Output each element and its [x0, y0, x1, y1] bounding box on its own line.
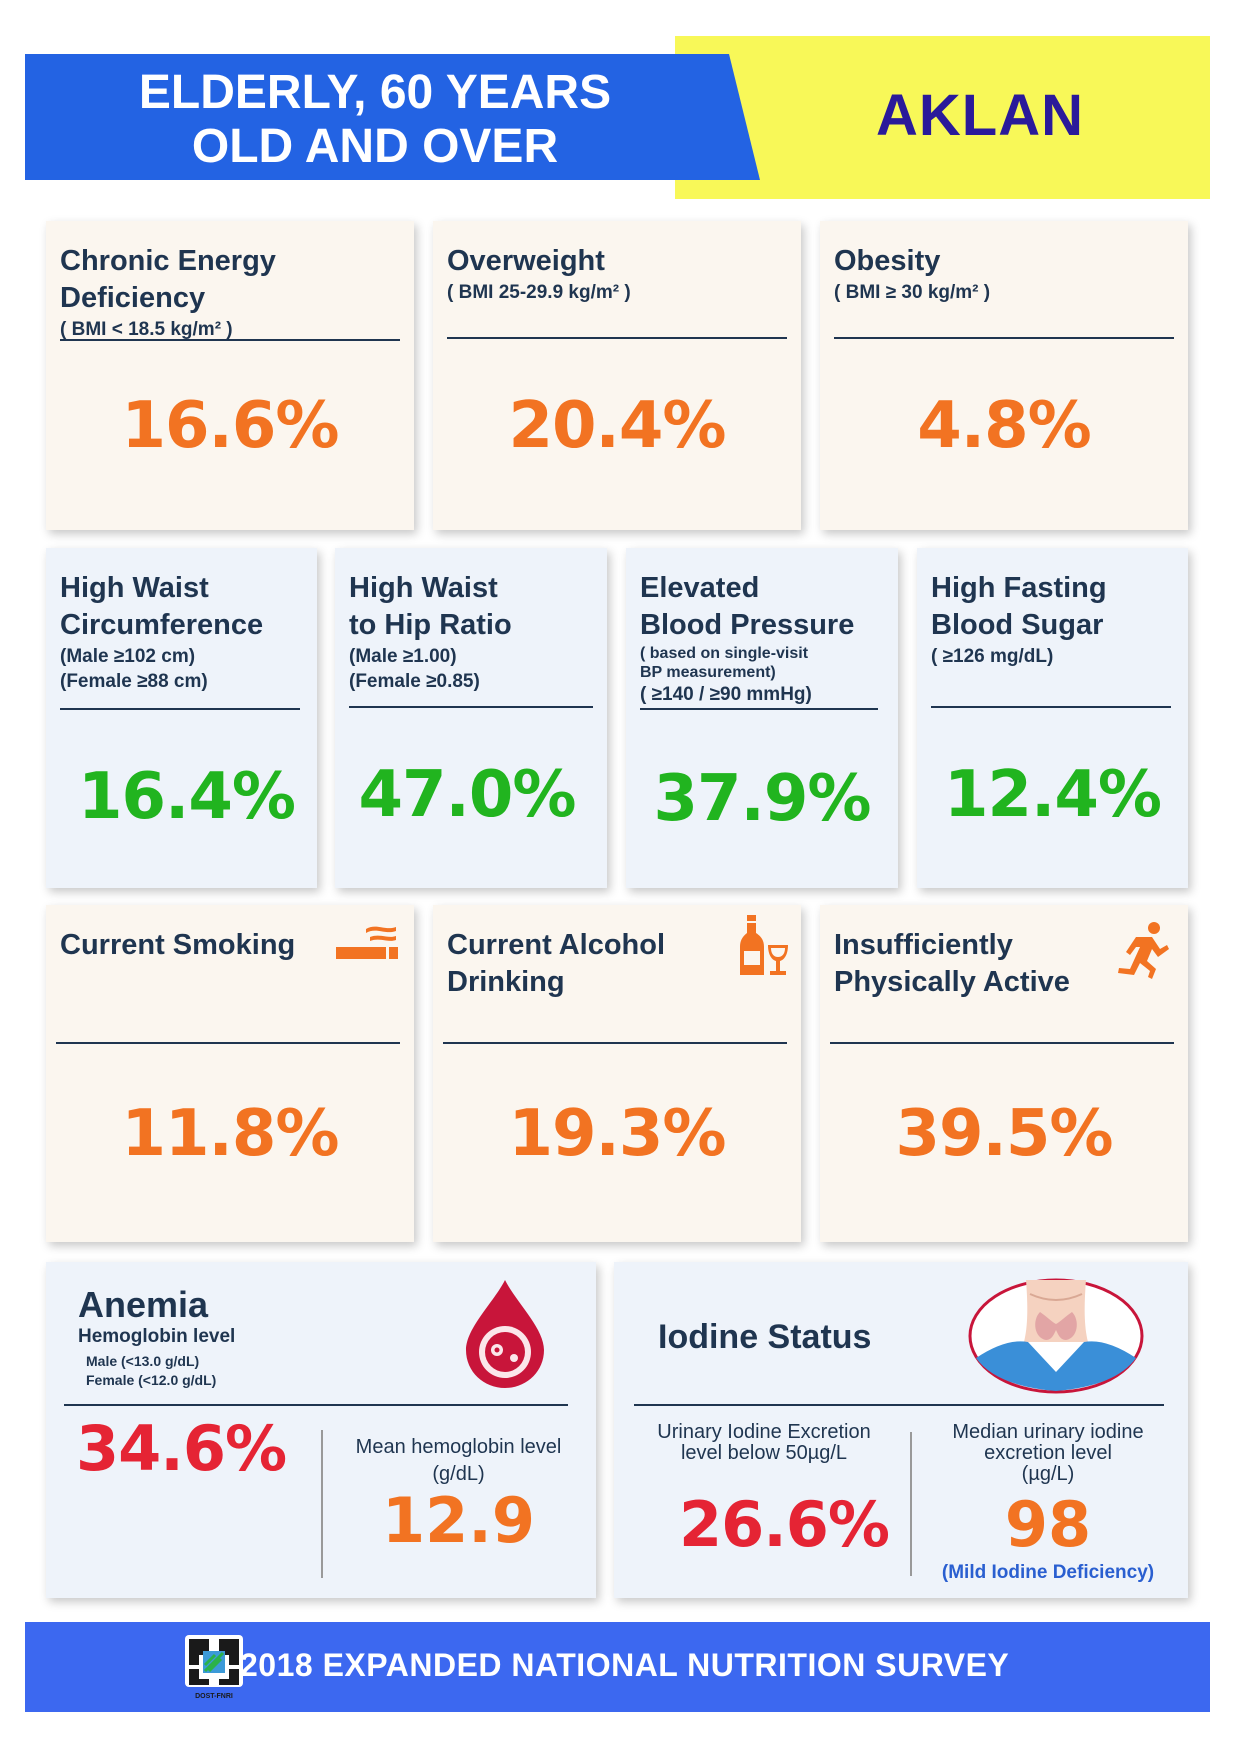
divider	[56, 1042, 400, 1044]
stat-value: 11.8%	[121, 1097, 339, 1171]
divider	[60, 708, 300, 710]
iodine-title: Iodine Status	[658, 1318, 872, 1356]
card-chronic-energy-deficiency: Chronic Energy Deficiency ( BMI < 18.5 k…	[46, 221, 414, 530]
card-subtitle: ( BMI < 18.5 kg/m² )	[60, 319, 233, 340]
median-uie-value: 98	[1004, 1488, 1092, 1561]
footer-title: 2018 EXPANDED NATIONAL NUTRITION SURVEY	[240, 1647, 1010, 1683]
card-title: Current Alcohol Drinking	[447, 929, 666, 998]
stat-value: 16.4%	[77, 760, 296, 834]
page-title: ELDERLY, 60 YEARS OLD AND OVER	[138, 66, 612, 173]
divider	[834, 337, 1174, 339]
card-overweight: Overweight ( BMI 25-29.9 kg/m² ) 20.4%	[433, 221, 801, 530]
stat-value: 4.8%	[917, 389, 1092, 463]
card-subtitle: ( based on single-visit	[640, 645, 809, 662]
header-yellow-banner	[675, 36, 1210, 199]
thyroid-icon	[968, 1278, 1144, 1394]
divider	[349, 706, 593, 708]
mean-hemoglobin-value: 12.9	[382, 1484, 535, 1557]
anemia-title: Anemia	[78, 1284, 209, 1325]
card-elevated-blood-pressure: Elevated Blood Pressure ( based on singl…	[626, 548, 898, 888]
stat-value: 20.4%	[508, 389, 726, 463]
card-title: High Fasting Blood Sugar ( ≥126 mg/dL)	[931, 572, 1107, 667]
card-high-fasting-blood-sugar: High Fasting Blood Sugar ( ≥126 mg/dL) 1…	[917, 548, 1188, 888]
anemia-prevalence: 34.6%	[76, 1412, 287, 1485]
cigarette-icon	[336, 926, 398, 959]
median-uie-label: Median urinary iodine excretion level (µ…	[952, 1421, 1144, 1485]
divider	[931, 706, 1171, 708]
card-current-smoking: Current Smoking 11.8%	[46, 905, 414, 1242]
stat-value: 37.9%	[653, 762, 871, 836]
running-person-icon	[1118, 922, 1169, 979]
card-high-waist-to-hip-ratio: High Waist to Hip Ratio (Male ≥1.00) (Fe…	[335, 548, 607, 888]
card-subtitle: BP measurement)	[640, 664, 776, 681]
card-obesity: Obesity ( BMI ≥ 30 kg/m² ) 4.8%	[820, 221, 1188, 530]
alcohol-icon	[740, 915, 788, 975]
mean-hemoglobin-label: Mean hemoglobin level (g/dL)	[355, 1436, 562, 1485]
divider	[447, 337, 787, 339]
card-subtitle: (Male ≥102 cm)	[60, 646, 196, 667]
vertical-divider	[910, 1432, 912, 1576]
divider	[634, 1404, 1164, 1406]
divider	[64, 1404, 568, 1406]
card-subtitle: (Female ≥88 cm)	[60, 671, 208, 692]
vertical-divider	[321, 1430, 323, 1578]
card-anemia: Anemia Hemoglobin level Male (<13.0 g/dL…	[46, 1262, 596, 1598]
card-title: Elevated Blood Pressure ( based on singl…	[640, 572, 855, 705]
card-subtitle: (Male ≥1.00)	[349, 646, 457, 667]
blood-drop-icon	[466, 1280, 544, 1388]
divider	[443, 1042, 787, 1044]
stat-value: 47.0%	[358, 758, 576, 832]
card-subtitle: ( BMI ≥ 30 kg/m² )	[834, 282, 991, 303]
card-title: Insufficiently Physically Active	[834, 929, 1070, 998]
stat-value: 39.5%	[895, 1097, 1113, 1171]
card-title: Current Smoking	[60, 929, 296, 961]
stat-value: 19.3%	[508, 1097, 726, 1171]
card-current-alcohol-drinking: Current Alcohol Drinking 19.3%	[433, 905, 801, 1242]
footer-banner: DOST-FNRI 2018 EXPANDED NATIONAL NUTRITI…	[25, 1622, 1210, 1712]
header-blue-banner	[25, 54, 760, 180]
card-title: Obesity ( BMI ≥ 30 kg/m² )	[834, 245, 991, 303]
card-title: Overweight ( BMI 25-29.9 kg/m² )	[447, 245, 631, 303]
uie-value: 26.6%	[678, 1488, 890, 1561]
card-subtitle: (Female ≥0.85)	[349, 671, 480, 692]
card-title: High Waist to Hip Ratio (Male ≥1.00) (Fe…	[349, 572, 512, 692]
card-iodine-status: Iodine Status Urinary Iodine Excretion l…	[614, 1262, 1188, 1598]
median-uie-note: (Mild Iodine Deficiency)	[941, 1562, 1155, 1583]
divider	[830, 1042, 1174, 1044]
divider	[60, 339, 400, 341]
stat-value: 12.4%	[943, 758, 1162, 832]
divider	[640, 708, 878, 710]
svg-text:DOST-FNRI: DOST-FNRI	[195, 1693, 233, 1700]
uie-label: Urinary Iodine Excretion level below 50µ…	[657, 1421, 871, 1464]
card-subtitle: ( BMI 25-29.9 kg/m² )	[447, 282, 631, 303]
card-high-waist-circumference: High Waist Circumference (Male ≥102 cm) …	[46, 548, 317, 888]
region-name: AKLAN	[876, 83, 1084, 148]
stat-value: 16.6%	[121, 389, 339, 463]
anemia-male-cutoff: Male (<13.0 g/dL)	[86, 1353, 200, 1369]
anemia-female-cutoff: Female (<12.0 g/dL)	[86, 1372, 217, 1388]
card-title: Chronic Energy Deficiency ( BMI < 18.5 k…	[60, 245, 276, 340]
card-insufficiently-physically-active: Insufficiently Physically Active 39.5%	[820, 905, 1188, 1242]
dost-fnri-logo-icon: DOST-FNRI	[185, 1635, 243, 1700]
card-title: High Waist Circumference (Male ≥102 cm) …	[60, 572, 264, 692]
anemia-subtitle: Hemoglobin level	[78, 1326, 236, 1347]
card-subtitle: ( ≥140 / ≥90 mmHg)	[640, 684, 812, 705]
card-subtitle: ( ≥126 mg/dL)	[931, 646, 1054, 667]
